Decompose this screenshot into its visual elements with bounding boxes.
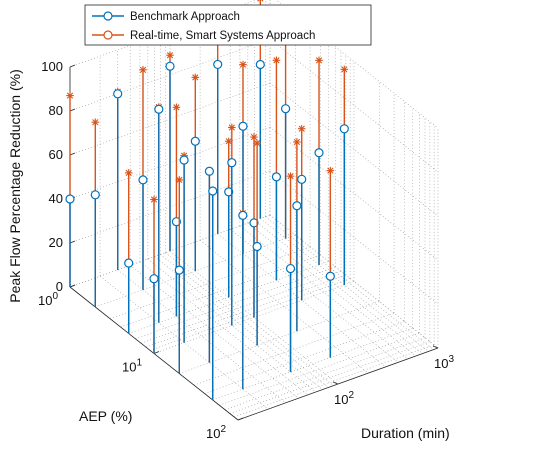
floor-grid-line	[217, 233, 386, 368]
benchmark-stem	[249, 218, 259, 318]
z-tick	[69, 240, 76, 244]
floor-grid-line	[139, 261, 309, 396]
floor-grid-line	[160, 254, 329, 388]
aep-tick	[153, 351, 160, 354]
floor-grid-line	[150, 278, 351, 351]
floor-grid-line	[117, 269, 286, 404]
side-wall-grid-line	[269, 82, 439, 217]
duration-tick	[432, 345, 439, 349]
benchmark-stem	[314, 148, 324, 265]
aep-tick-label: 102	[206, 424, 226, 441]
axes: 0 20 40 60 80 100 100 101 102 102 103	[38, 59, 454, 441]
duration-axis-label: Duration (min)	[361, 425, 450, 441]
side-wall-grid-line	[269, 38, 439, 173]
floor-grid-line	[193, 312, 395, 386]
benchmark-stem	[252, 241, 262, 346]
benchmark-stem	[174, 265, 184, 374]
floor-grid-line	[154, 256, 323, 390]
floor-grid-line	[265, 216, 434, 350]
aep-tick	[237, 417, 244, 421]
z-tick-label: 40	[49, 191, 63, 206]
benchmark-stem	[190, 136, 200, 272]
benchmark-stem	[339, 124, 349, 285]
legend-entry: Real-time, Smart Systems Approach	[92, 30, 315, 42]
side-wall-grid-line	[269, 170, 439, 305]
legend: Benchmark Approach Real-time, Smart Syste…	[84, 4, 372, 46]
legend-entry: Benchmark Approach	[92, 11, 240, 23]
benchmark-stem	[165, 61, 175, 251]
floor-grid-line	[260, 218, 429, 352]
side-wall-grid-line	[269, 126, 439, 261]
benchmark-stem	[124, 258, 134, 334]
benchmark-stem	[285, 263, 296, 372]
benchmark-stem	[238, 210, 248, 390]
z-tick-label: 20	[49, 235, 63, 250]
legend-marker	[103, 11, 113, 21]
floor-grid-line	[239, 225, 409, 360]
legend-box	[84, 4, 372, 46]
aep-tick-label: 101	[122, 358, 142, 375]
floor-grid-line	[219, 332, 420, 406]
floor-grid-line	[234, 344, 435, 418]
benchmark-stem	[271, 172, 282, 281]
z-tick-label: 100	[41, 59, 63, 74]
benchmark-stem	[255, 59, 265, 219]
floor-grid-line	[230, 229, 399, 363]
z-tick	[69, 108, 76, 112]
duration-tick-label: 102	[334, 390, 354, 407]
z-tick-label: 80	[49, 103, 63, 118]
duration-tick	[332, 381, 339, 385]
z-tick-label: 0	[56, 279, 63, 294]
aep-axis-label: AEP (%)	[79, 408, 132, 424]
floor-grid-line	[212, 327, 413, 401]
floor-grid-line	[204, 321, 405, 394]
legend-label: Benchmark Approach	[130, 11, 240, 23]
floor-grid-line	[254, 220, 423, 354]
benchmark-stem	[65, 194, 75, 287]
legend-marker	[103, 30, 113, 40]
side-wall-grid-line	[269, 214, 439, 349]
z-tick-label: 60	[49, 147, 63, 162]
benchmark-stem	[113, 89, 123, 270]
benchmark-stem	[213, 59, 223, 234]
floor-grid-line	[169, 250, 339, 385]
floor-grid-line	[165, 252, 334, 386]
benchmark-stem	[224, 187, 234, 298]
benchmark-stem	[138, 175, 148, 290]
z-axis-label: Peak Flow Percentage Reduction (%)	[7, 69, 23, 302]
benchmark-stem	[149, 274, 159, 354]
aep-tick	[69, 284, 76, 288]
benchmark-stem	[179, 155, 189, 343]
z-tick	[69, 64, 76, 68]
z-tick	[69, 152, 76, 156]
benchmark-stem	[280, 104, 291, 239]
data-stems	[65, 0, 349, 400]
benchmark-stem	[154, 104, 164, 323]
benchmark-stem	[208, 186, 218, 400]
benchmark-stem	[227, 158, 237, 326]
benchmark-stem	[292, 201, 302, 332]
floor-grid-line	[224, 337, 426, 410]
benchmark-stem	[204, 166, 214, 363]
aep-tick-label: 100	[38, 291, 58, 308]
floor-grid-line	[229, 341, 430, 414]
legend-label: Real-time, Smart Systems Approach	[130, 30, 315, 42]
benchmark-stem	[297, 174, 307, 301]
benchmark-stem	[90, 190, 100, 308]
benchmark-stem	[325, 271, 335, 358]
duration-tick-label: 103	[434, 354, 454, 371]
